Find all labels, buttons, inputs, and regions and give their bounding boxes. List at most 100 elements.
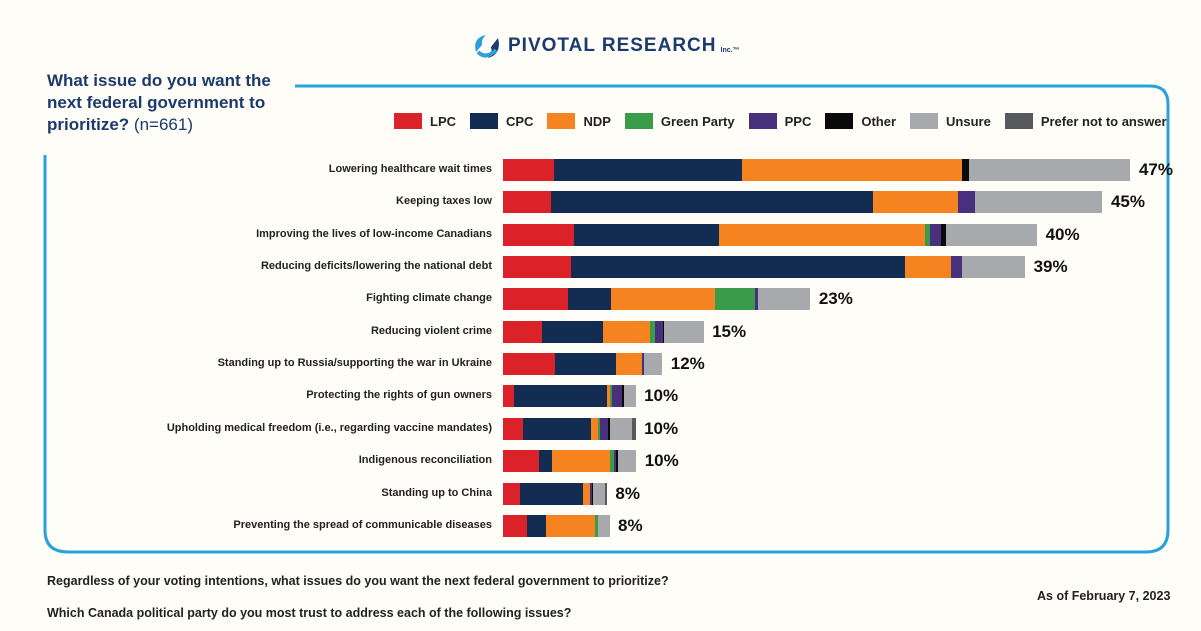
bar-segment-lpc (503, 223, 575, 246)
question-text: What issue do you want the next federal … (47, 71, 271, 134)
legend: LPC CPC NDP Green Party PPC Other Unsure Prefer… (394, 113, 1181, 129)
category-label: Reducing violent crime (370, 324, 492, 337)
total-label: 40% (1045, 224, 1080, 244)
category-label: Lowering healthcare wait times (328, 163, 492, 175)
bar-segment-cpc (513, 385, 608, 408)
logo-suffix: Inc.™ (720, 46, 740, 54)
bar-segment-other (663, 320, 665, 343)
bar-segment-ppc (612, 385, 623, 408)
bar-segment-unsure (618, 450, 637, 473)
pivotal-logo-icon (475, 35, 499, 58)
bar-segment-ppc (951, 256, 963, 279)
bar-segment-other (591, 482, 594, 505)
bar-segment-ppc (957, 191, 976, 214)
bar-segment-cpc (523, 417, 592, 440)
bar-segment-ndp (616, 353, 643, 376)
bar-segment-lpc (503, 417, 524, 440)
bar-segment-green-party (649, 320, 656, 343)
bar-segment-ndp (904, 256, 952, 279)
bar-segment-lpc (503, 353, 556, 376)
bar-segment-cpc (541, 320, 604, 343)
bar-segment-green-party (597, 417, 601, 440)
bar-segment-cpc (551, 191, 873, 214)
bar-segment-lpc (503, 320, 543, 343)
bar-segment-lpc (503, 450, 540, 473)
bar-segment-cpc (573, 223, 720, 246)
bar-segment-cpc (571, 256, 906, 279)
bar-segment-unsure (593, 482, 606, 505)
category-label: Improving the lives of low-income Canadi… (256, 227, 492, 240)
bar-segment-cpc (527, 514, 547, 537)
bar-segment-lpc (503, 514, 528, 537)
category-label: Protecting the rights of gun owners (306, 389, 492, 402)
total-label: 23% (818, 289, 853, 309)
bar-segment-ndp (741, 159, 963, 181)
bar-segment-unsure (757, 288, 811, 311)
footnote-1: Regardless of your voting intentions, wh… (47, 574, 669, 588)
legend-label: CPC (506, 113, 534, 129)
legend-label: NDP (583, 113, 611, 129)
bar-segment-green-party (715, 288, 756, 311)
bar-segment-ndp (719, 223, 926, 246)
category-label: Fighting climate change (366, 292, 492, 305)
bar-segment-unsure (598, 514, 610, 537)
legend-item-lpc: LPC (394, 113, 456, 129)
legend-item-ndp: NDP (547, 113, 611, 129)
bar-segment-ppc (655, 320, 664, 343)
legend-swatch (825, 113, 854, 129)
bar-segment-ppc (589, 482, 593, 505)
bar-segment-lpc (503, 385, 515, 408)
legend-label: Prefer not to answer (1040, 113, 1167, 129)
bar-segment-lpc (503, 256, 572, 279)
bar-segment-unsure (945, 223, 1038, 246)
bar-segment-unsure (961, 256, 1026, 279)
bar-segment-ppc (929, 223, 942, 246)
bar-segment-ndp (545, 514, 596, 537)
logo-text: PIVOTAL RESEARCH (508, 35, 717, 56)
legend-swatch (547, 113, 576, 129)
bar-segment-cpc (520, 482, 584, 505)
category-label: Reducing deficits/lowering the national … (260, 260, 492, 273)
bar-segment-lpc (503, 482, 521, 505)
bar-segment-lpc (503, 159, 555, 181)
total-label: 47% (1138, 160, 1173, 179)
legend-item-green-party: Green Party (624, 113, 735, 129)
bar-segment-ppc (613, 450, 617, 473)
legend-item-prefer-not-to-answer: Prefer not to answer (1004, 113, 1167, 129)
category-label: Standing up to Russia/supporting the war… (217, 357, 492, 370)
legend-item-other: Other (825, 113, 896, 129)
legend-swatch (1004, 113, 1033, 129)
total-label: 12% (670, 354, 705, 374)
logo: PIVOTAL RESEARCH Inc.™ (470, 30, 740, 62)
total-label: 10% (644, 418, 679, 438)
bar-segment-ndp (552, 450, 611, 473)
category-label: Standing up to China (381, 486, 492, 499)
bar-segment-ndp (872, 191, 959, 214)
legend-swatch (910, 113, 939, 129)
sample-size: (n=661) (133, 115, 193, 134)
bar-segment-other (615, 450, 619, 473)
bar-segment-prefer-not-to-answer (632, 417, 636, 440)
legend-label: Unsure (946, 113, 991, 129)
bar-segment-cpc (568, 288, 612, 311)
bar-segment-other (608, 417, 611, 440)
category-label: Upholding medical freedom (i.e., regardi… (166, 421, 492, 434)
bar-segment-ndp (611, 288, 716, 311)
bar-segment-ndp (591, 417, 599, 440)
bar-segment-lpc (503, 288, 569, 311)
legend-label: Green Party (660, 113, 735, 129)
bar-segment-lpc (503, 191, 552, 214)
bar-segment-green-party (609, 450, 615, 473)
bar-segment-ndp (583, 482, 591, 505)
bar-segment-green-party (595, 514, 599, 537)
legend-item-unsure: Unsure (910, 113, 991, 129)
legend-label: PPC (784, 113, 812, 129)
total-label: 45% (1110, 192, 1145, 212)
bar-segment-unsure (609, 417, 633, 440)
bar-segment-cpc (553, 159, 743, 181)
bar-segment-unsure (644, 353, 663, 376)
bar-segment-ndp (607, 385, 611, 408)
total-label: 10% (644, 386, 679, 406)
bar-segment-unsure (664, 320, 704, 343)
